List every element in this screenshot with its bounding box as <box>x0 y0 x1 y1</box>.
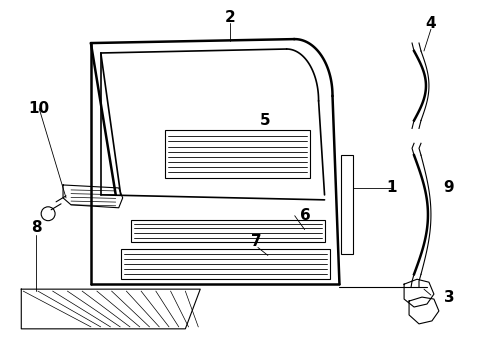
Bar <box>131 220 324 242</box>
Bar <box>342 155 353 255</box>
Text: 2: 2 <box>225 10 236 25</box>
Text: 7: 7 <box>250 234 261 249</box>
Text: 3: 3 <box>443 289 454 305</box>
Bar <box>121 249 329 279</box>
Text: 5: 5 <box>260 113 270 128</box>
Text: 8: 8 <box>31 220 42 235</box>
Text: 4: 4 <box>426 16 436 31</box>
Text: 10: 10 <box>28 101 50 116</box>
Text: 1: 1 <box>386 180 396 195</box>
Bar <box>166 130 310 178</box>
Text: 6: 6 <box>300 208 311 223</box>
Text: 9: 9 <box>443 180 454 195</box>
